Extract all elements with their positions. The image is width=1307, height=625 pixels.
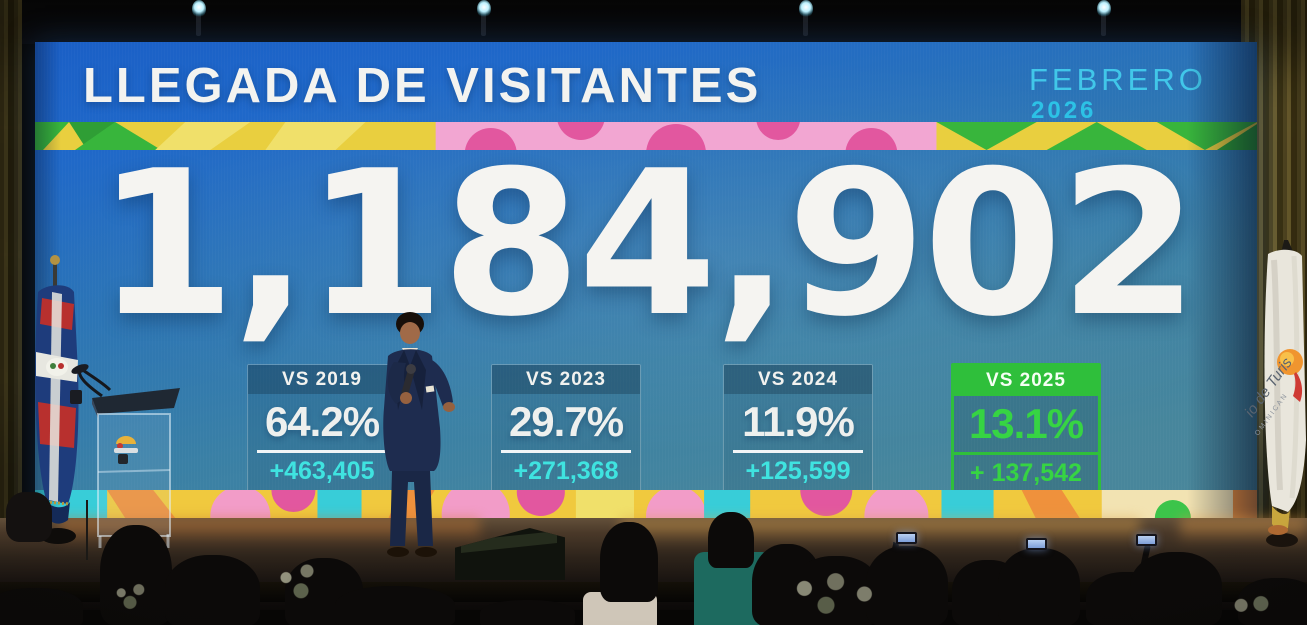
audience-head bbox=[335, 586, 455, 625]
stage-light-fixture bbox=[6, 492, 52, 542]
flowers bbox=[1218, 590, 1284, 624]
audience-head bbox=[708, 512, 754, 568]
stat-vs-2025-highlighted: VS 2025 13.1% + 137,542 POR ENCIMA bbox=[951, 363, 1101, 504]
podium bbox=[70, 364, 180, 548]
stat-label: VS 2023 bbox=[492, 365, 640, 394]
audience-head bbox=[480, 600, 575, 625]
slide-year: 2026 bbox=[1031, 97, 1097, 124]
mic-stand bbox=[86, 500, 88, 560]
phone bbox=[1136, 534, 1157, 546]
stat-divider bbox=[732, 450, 864, 453]
stat-percent: 13.1% bbox=[968, 400, 1084, 447]
stat-percent: 11.9% bbox=[742, 398, 855, 445]
stage-light bbox=[799, 0, 813, 18]
stage-light bbox=[477, 0, 491, 18]
presenter bbox=[383, 312, 455, 557]
stat-percent: 29.7% bbox=[508, 398, 624, 445]
stat-divider bbox=[256, 450, 388, 453]
tourism-ministry-flag: io de Turis OMINICAN bbox=[1241, 240, 1306, 547]
stat-delta: +271,368 bbox=[513, 457, 619, 485]
floor-reflection bbox=[620, 518, 1140, 544]
screen-edge-shade bbox=[1187, 42, 1257, 518]
light-fixture bbox=[803, 10, 808, 36]
audience-head bbox=[165, 555, 260, 625]
audience-head bbox=[600, 522, 658, 602]
ceiling bbox=[0, 0, 1307, 44]
flowers bbox=[778, 566, 898, 622]
audience-head bbox=[1130, 552, 1222, 625]
stat-label: VS 2024 bbox=[724, 365, 872, 394]
slide-month: FEBRERO bbox=[1029, 62, 1207, 97]
audience-head bbox=[0, 588, 83, 625]
stat-divider bbox=[500, 450, 632, 453]
dominican-flag bbox=[35, 255, 79, 544]
audience-head bbox=[998, 548, 1080, 625]
stat-delta: +125,599 bbox=[745, 457, 851, 485]
slide-title: LLEGADA DE VISITANTES bbox=[83, 59, 762, 113]
flowers bbox=[268, 560, 328, 604]
stat-label: VS 2019 bbox=[248, 365, 396, 394]
stage-light bbox=[1097, 0, 1111, 18]
light-fixture bbox=[196, 10, 201, 36]
light-fixture bbox=[1101, 10, 1106, 36]
total-visitors-number: 1,184,902 bbox=[96, 128, 1198, 361]
stat-vs-2024: VS 2024 11.9% +125,599 POR ENCIMA bbox=[723, 364, 873, 502]
stat-divider bbox=[954, 452, 1098, 455]
led-screen: LLEGADA DE VISITANTES FEBRERO 2026 bbox=[35, 42, 1257, 518]
stat-delta: + 137,542 bbox=[970, 459, 1082, 487]
stat-delta: +463,405 bbox=[269, 457, 375, 485]
decorative-band-bottom bbox=[35, 490, 1257, 518]
stat-percent: 64.2% bbox=[264, 398, 380, 445]
audience bbox=[0, 500, 1307, 625]
flowers bbox=[108, 580, 152, 612]
decorative-band-top bbox=[35, 122, 1257, 150]
stage-light bbox=[192, 0, 206, 18]
phone bbox=[896, 532, 917, 544]
screen-texture bbox=[35, 42, 1257, 518]
stat-vs-2023: VS 2023 29.7% +271,368 POR ENCIMA bbox=[491, 364, 641, 502]
stat-label: VS 2025 bbox=[954, 366, 1098, 396]
phone bbox=[1026, 538, 1047, 550]
curtain-left bbox=[0, 0, 22, 558]
light-fixture bbox=[481, 10, 486, 36]
